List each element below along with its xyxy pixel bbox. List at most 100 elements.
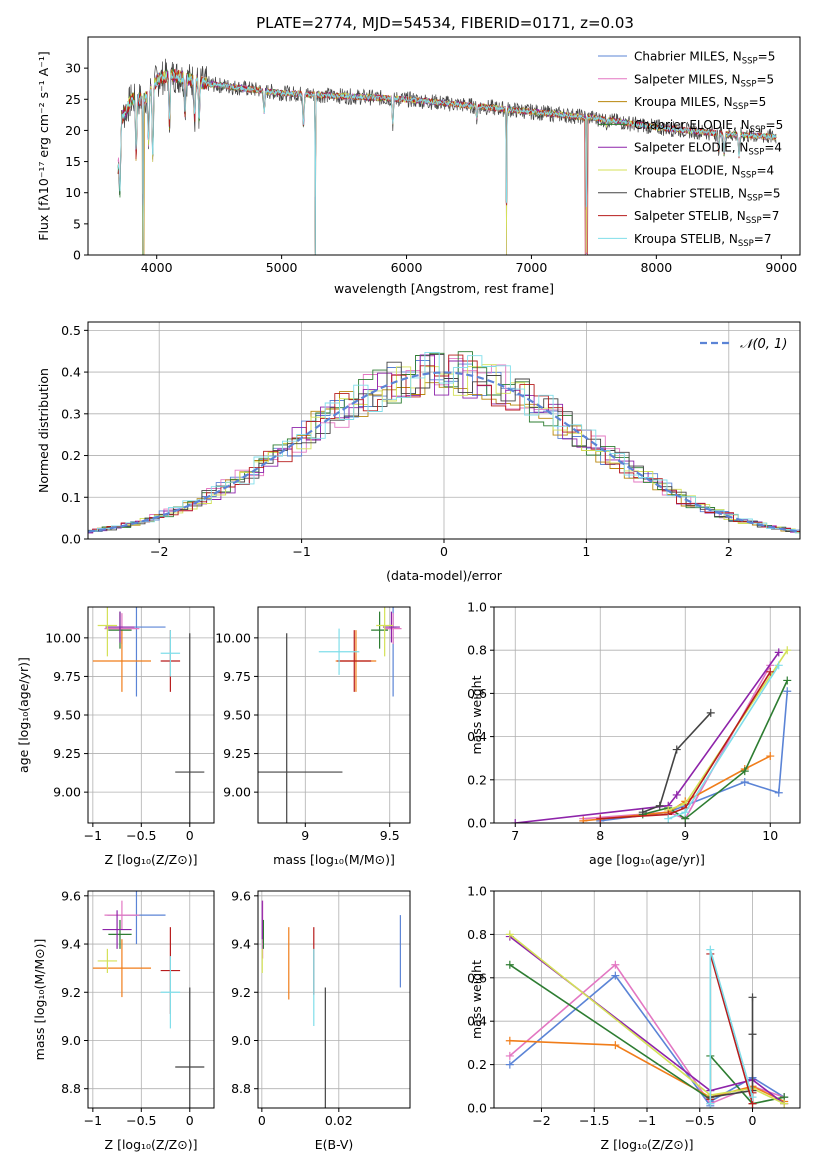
x-tick-label: 9 xyxy=(681,828,689,843)
error-cross xyxy=(160,956,181,1029)
y-tick-label: 0.1 xyxy=(61,490,81,505)
x-tick-label: −2 xyxy=(150,544,168,559)
x-tick-label: 9 xyxy=(301,828,309,843)
x-axis-label: age [log₁₀(age/yr)] xyxy=(589,852,705,867)
x-tick-label: −1 xyxy=(84,1113,102,1128)
y-tick-label: 0.4 xyxy=(61,365,81,380)
y-tick-label: 8.8 xyxy=(231,1081,251,1096)
weight-marker xyxy=(740,777,749,786)
spectrum-line-kroupa-stelib xyxy=(117,71,777,255)
y-tick-label: 5 xyxy=(73,216,81,231)
legend-label: 𝒩(0, 1) xyxy=(740,337,787,352)
gridlines xyxy=(494,606,800,824)
y-tick-label: 0.0 xyxy=(467,816,487,831)
weight-marker xyxy=(706,1099,715,1108)
x-axis-label: wavelength [Angstrom, rest frame] xyxy=(334,281,554,296)
legend-label-subscript: SSP xyxy=(741,79,757,89)
y-tick-label: 9.00 xyxy=(223,785,251,800)
gridlines xyxy=(494,890,800,1109)
y-tick-label: 10 xyxy=(65,185,81,200)
y-tick-label: 9.4 xyxy=(61,937,81,952)
normal-curve xyxy=(88,371,800,533)
error-cross xyxy=(97,607,118,657)
weight-line xyxy=(509,935,785,1105)
y-tick-label: 9.00 xyxy=(53,785,81,800)
weight-marker xyxy=(748,1030,757,1039)
x-tick-label: 8000 xyxy=(640,260,672,275)
y-tick-label: 9.2 xyxy=(231,985,251,1000)
legend-label-value: =5 xyxy=(763,186,781,200)
legend-label-value: =5 xyxy=(749,95,767,109)
weight-marker xyxy=(706,708,715,717)
weight-marker xyxy=(740,767,749,776)
error-cross xyxy=(258,633,343,823)
weight-marker xyxy=(774,788,783,797)
y-tick-label: 9.6 xyxy=(231,888,251,903)
y-tick-label: 8.8 xyxy=(61,1081,81,1096)
y-tick-label: 0.8 xyxy=(467,643,487,658)
error-cross xyxy=(384,613,402,645)
weight-marker xyxy=(611,971,620,980)
weight-marker xyxy=(706,945,715,954)
y-tick-label: 1.0 xyxy=(467,600,487,615)
weight-marker xyxy=(783,687,792,696)
x-axis-label: Z [log₁₀(Z/Z⊙)] xyxy=(105,852,198,867)
y-tick-label: 25 xyxy=(65,92,81,107)
x-tick-label: −0.5 xyxy=(685,1113,715,1128)
y-tick-label: 0.2 xyxy=(467,1057,487,1072)
x-tick-label: −0.5 xyxy=(126,1113,156,1128)
x-tick-label: −0.5 xyxy=(126,828,156,843)
error-cross xyxy=(175,633,205,823)
residual-histogram xyxy=(88,382,800,532)
y-tick-label: 9.75 xyxy=(223,669,251,684)
legend-label-subscript: SSP xyxy=(741,171,757,181)
y-tick-label: 9.6 xyxy=(61,888,81,903)
error-cross xyxy=(105,611,135,643)
y-tick-label: 0.8 xyxy=(467,927,487,942)
error-cross xyxy=(175,987,205,1108)
legend-label: Chabrier ELODIE, NSSP=5 xyxy=(634,118,783,135)
x-tick-label: 6000 xyxy=(391,260,423,275)
residuals-panel: −2 −1 0 1 2 0.0 0.1 0.2 0.3 0.4 0.5 𝒩(0, 1) Normed d… xyxy=(36,321,801,583)
x-tick-label: 7 xyxy=(511,828,519,843)
weight-marker xyxy=(611,1041,620,1050)
x-tick-label: 5000 xyxy=(266,260,298,275)
weight-marker xyxy=(511,819,520,823)
y-tick-label: 0.4 xyxy=(467,729,487,744)
x-tick-label: 9.5 xyxy=(380,828,400,843)
legend-label: Salpeter STELIB, NSSP=7 xyxy=(634,209,779,226)
weight-marker xyxy=(766,752,775,761)
x-tick-label: 8 xyxy=(596,828,604,843)
legend-label-value: =5 xyxy=(766,118,784,132)
x-tick-label: 1 xyxy=(582,544,590,559)
error-cross xyxy=(318,628,360,675)
x-tick-label: 2 xyxy=(725,544,733,559)
weight-marker xyxy=(611,960,620,969)
weight-marker xyxy=(672,790,681,799)
x-tick-label: −1.5 xyxy=(579,1113,609,1128)
mass-vs-extinction-panel: 0 0.02 8.8 9.0 9.2 9.4 9.6 E(B-V) xyxy=(231,888,411,1152)
plot-area xyxy=(88,351,800,534)
weight-marker xyxy=(505,930,514,939)
weight-line xyxy=(509,933,785,1105)
weight-marker xyxy=(596,814,605,823)
weight-marker xyxy=(505,1051,514,1060)
weight-line xyxy=(710,997,754,1098)
y-tick-label: 10.00 xyxy=(215,630,251,645)
error-cross xyxy=(108,919,132,949)
y-tick-label: 0.6 xyxy=(467,970,487,985)
error-cross xyxy=(371,611,389,649)
x-tick-label: 10 xyxy=(762,828,778,843)
weight-marker xyxy=(766,667,775,676)
legend-label-value: =5 xyxy=(756,72,774,86)
legend-label: Salpeter MILES, NSSP=5 xyxy=(634,72,774,89)
legend-label: Kroupa STELIB, NSSP=7 xyxy=(634,232,772,249)
y-tick-label: 0.3 xyxy=(61,406,81,421)
x-tick-label: −2 xyxy=(532,1113,550,1128)
legend-label-subscript: SSP xyxy=(742,57,758,67)
weight-marker xyxy=(505,1036,514,1045)
y-tick-label: 9.0 xyxy=(61,1033,81,1048)
axes-frame xyxy=(87,36,801,256)
y-tick-label: 0.0 xyxy=(467,1101,487,1116)
legend-label-subscript: SSP xyxy=(747,193,763,203)
